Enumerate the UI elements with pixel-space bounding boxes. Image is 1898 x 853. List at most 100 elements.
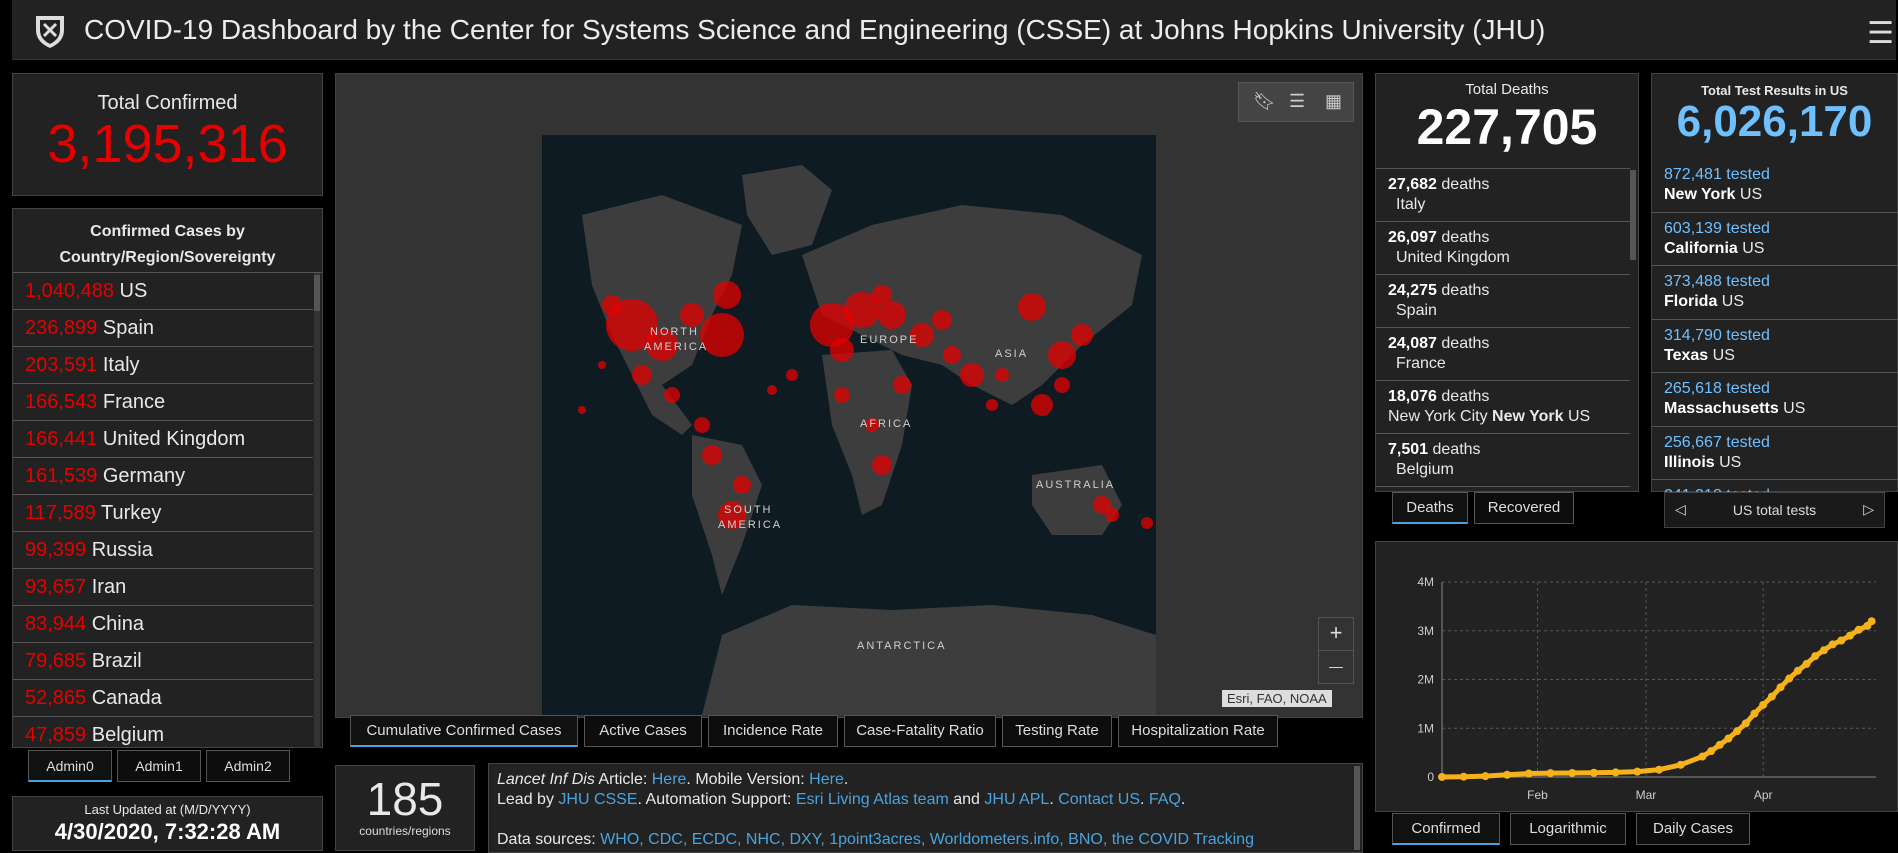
- test-country: US: [1739, 186, 1763, 203]
- death-unit: deaths: [1441, 388, 1490, 405]
- country-list-scroll-thumb[interactable]: [314, 275, 320, 311]
- jhu-csse-link[interactable]: JHU CSSE: [558, 791, 638, 808]
- confirmed-series-line: [1441, 619, 1874, 780]
- zoom-in-button[interactable]: +: [1318, 617, 1354, 651]
- country-row[interactable]: 47,859 Belgium: [13, 717, 313, 748]
- article-link[interactable]: Here: [651, 771, 687, 788]
- country-name: China: [91, 613, 144, 635]
- hamburger-menu-icon[interactable]: ☰: [1867, 17, 1894, 50]
- test-row[interactable]: 265,618 tested Massachusetts US: [1652, 373, 1898, 427]
- test-row[interactable]: 241,318 tested: [1652, 480, 1898, 492]
- map-tab-cumulative-confirmed-cases[interactable]: Cumulative Confirmed Cases: [350, 715, 578, 747]
- country-row[interactable]: 203,591 Italy: [13, 347, 313, 384]
- test-row[interactable]: 256,667 tested Illinois US: [1652, 427, 1898, 480]
- country-row[interactable]: 1,040,488 US: [13, 273, 313, 310]
- deaths-tab-deaths[interactable]: Deaths: [1392, 492, 1468, 524]
- y-tick-label: 0: [1427, 770, 1434, 784]
- test-row[interactable]: 314,790 tested Texas US: [1652, 320, 1898, 373]
- test-row[interactable]: 603,139 tested California US: [1652, 213, 1898, 266]
- map-view[interactable]: NORTH AMERICA SOUTH AMERICA EUROPE ASIA …: [542, 135, 1156, 715]
- country-row[interactable]: 83,944 China: [13, 606, 313, 643]
- country-row[interactable]: 117,589 Turkey: [13, 495, 313, 532]
- pager-next-icon[interactable]: ▷: [1863, 501, 1874, 517]
- map-tab-active-cases[interactable]: Active Cases: [584, 715, 702, 747]
- test-state: Massachusetts: [1664, 400, 1779, 417]
- test-row[interactable]: 373,488 tested Florida US: [1652, 266, 1898, 320]
- test-count: 265,618: [1664, 380, 1722, 397]
- death-row[interactable]: 18,076 deaths New York City New York US: [1376, 381, 1630, 434]
- confirmed-chart[interactable]: 0 1M 2M 3M 4M Feb Mar Apr: [1376, 542, 1897, 811]
- deaths-scrollbar[interactable]: [1630, 170, 1636, 260]
- info-text: .: [1140, 791, 1149, 808]
- map-toolbar: 🔖︎ ☰ ▦: [1238, 82, 1354, 122]
- country-name: Turkey: [101, 502, 162, 524]
- country-case-count: 52,865: [25, 687, 87, 709]
- esri-link[interactable]: Esri Living Atlas team: [795, 791, 949, 808]
- test-count: 314,790: [1664, 326, 1722, 344]
- death-row[interactable]: 24,275 deaths Spain: [1376, 275, 1630, 328]
- country-row[interactable]: 99,399 Russia: [13, 532, 313, 569]
- country-row[interactable]: 166,543 France: [13, 384, 313, 421]
- death-row-place-line: United Kingdom: [1388, 248, 1618, 268]
- basemap-gallery-icon[interactable]: ▦: [1325, 91, 1343, 111]
- pager-prev-icon[interactable]: ◁: [1675, 501, 1686, 517]
- deaths-tab-recovered[interactable]: Recovered: [1474, 492, 1574, 524]
- contact-link[interactable]: Contact US: [1058, 791, 1141, 808]
- map-tab-incidence-rate[interactable]: Incidence Rate: [708, 715, 838, 747]
- tests-list[interactable]: 872,481 tested New York US 603,139 tested C…: [1652, 159, 1898, 492]
- country-row[interactable]: 236,899 Spain: [13, 310, 313, 347]
- jhu-apl-link[interactable]: JHU APL: [984, 791, 1050, 808]
- death-place: France: [1396, 355, 1446, 372]
- country-case-count: 1,040,488: [25, 280, 114, 302]
- legend-list-icon[interactable]: ☰: [1289, 91, 1306, 111]
- country-list-scrollbar[interactable]: [314, 273, 320, 748]
- admin-tab-admin2[interactable]: Admin2: [206, 750, 290, 782]
- country-case-count: 236,899: [25, 317, 98, 339]
- chart-tab-daily-cases[interactable]: Daily Cases: [1636, 813, 1750, 845]
- last-updated-label: Last Updated at (M/D/YYYY): [84, 802, 251, 817]
- test-row[interactable]: 872,481 tested New York US: [1652, 159, 1898, 213]
- death-unit: deaths: [1441, 176, 1490, 193]
- country-name: France: [102, 391, 166, 413]
- country-list[interactable]: 1,040,488 US 236,899 Spain 203,591 Italy 16…: [13, 273, 313, 748]
- country-case-count: 166,441: [25, 428, 98, 450]
- label-south-america-1: SOUTH: [724, 504, 773, 516]
- country-name: Canada: [91, 687, 162, 709]
- chart-tab-logarithmic[interactable]: Logarithmic: [1510, 813, 1626, 845]
- country-row[interactable]: 79,685 Brazil: [13, 643, 313, 680]
- admin-tab-admin0[interactable]: Admin0: [28, 750, 112, 782]
- map-tab-testing-rate[interactable]: Testing Rate: [1002, 715, 1112, 747]
- country-row[interactable]: 161,539 Germany: [13, 458, 313, 495]
- lancet-title: Lancet Inf Dis: [497, 771, 595, 788]
- admin-tab-admin1[interactable]: Admin1: [117, 750, 201, 782]
- test-unit: tested: [1726, 219, 1770, 237]
- country-name: US: [119, 280, 148, 302]
- death-count: 24,275: [1388, 282, 1437, 299]
- death-place: Belgium: [1396, 461, 1454, 478]
- world-map[interactable]: NORTH AMERICA SOUTH AMERICA EUROPE ASIA …: [542, 135, 1156, 715]
- country-row[interactable]: 166,441 United Kingdom: [13, 421, 313, 458]
- info-scrollbar[interactable]: [1354, 766, 1360, 850]
- death-unit: deaths: [1432, 441, 1481, 458]
- chart-tab-confirmed[interactable]: Confirmed: [1392, 813, 1500, 845]
- country-row[interactable]: 52,865 Canada: [13, 680, 313, 717]
- map-attribution: Esri, FAO, NOAA: [1222, 690, 1332, 707]
- death-count: 27,682: [1388, 176, 1437, 193]
- map-tab-hospitalization-rate[interactable]: Hospitalization Rate: [1118, 715, 1278, 747]
- bookmark-icon[interactable]: 🔖︎: [1253, 91, 1276, 111]
- faq-link[interactable]: FAQ: [1148, 791, 1181, 808]
- map-tab-case-fatality-ratio[interactable]: Case-Fatality Ratio: [844, 715, 996, 747]
- label-north-america-2: AMERICA: [644, 341, 708, 353]
- country-name: Germany: [102, 465, 186, 487]
- death-row[interactable]: 27,682 deaths Italy: [1376, 169, 1630, 222]
- country-row[interactable]: 93,657 Iran: [13, 569, 313, 606]
- death-row[interactable]: 24,087 deaths France: [1376, 328, 1630, 381]
- death-row[interactable]: 7,501 deaths Belgium: [1376, 434, 1630, 487]
- data-sources-links[interactable]: WHO, CDC, ECDC, NHC, DXY, 1point3acres, …: [600, 831, 1254, 848]
- mobile-version-link[interactable]: Here: [809, 771, 844, 788]
- death-row[interactable]: 26,097 deaths United Kingdom: [1376, 222, 1630, 275]
- death-count: 7,501: [1388, 441, 1429, 458]
- test-row-count-line: 241,318 tested: [1664, 486, 1887, 492]
- zoom-out-button[interactable]: —: [1318, 650, 1354, 684]
- deaths-list[interactable]: 27,682 deaths Italy 26,097 deaths United Ki…: [1376, 168, 1630, 492]
